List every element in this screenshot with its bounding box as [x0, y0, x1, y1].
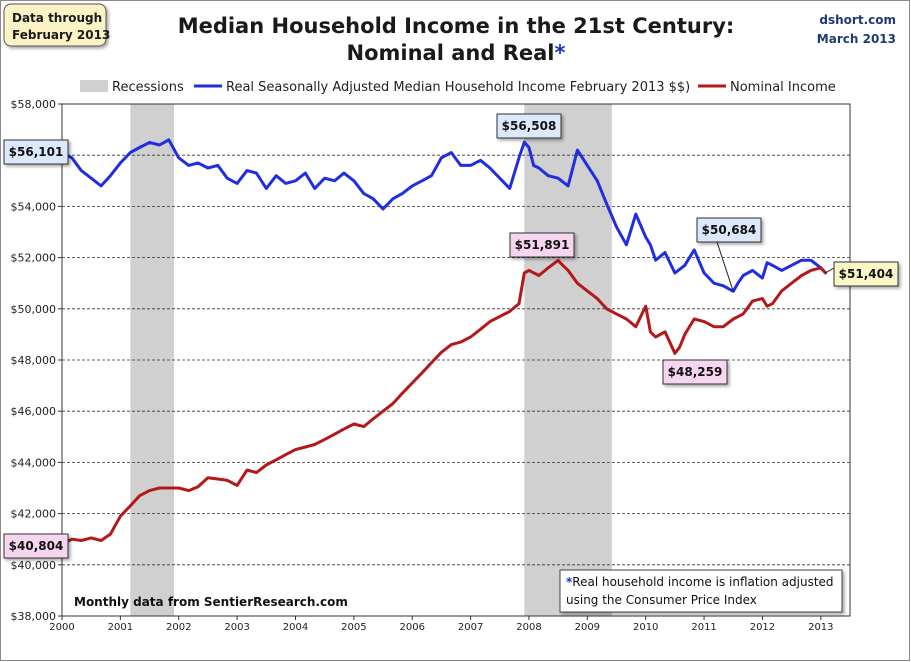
callout-2: $56,508	[496, 113, 562, 139]
source-note: Monthly data from SentierResearch.com	[74, 595, 348, 609]
footnote-star: *	[566, 575, 573, 589]
x-tick-label: 2011	[691, 622, 716, 633]
callout-leader	[825, 267, 835, 274]
chart-title-line2-text: Nominal and Real	[347, 41, 555, 65]
callout-label: $51,404	[839, 267, 894, 281]
callout-box	[696, 217, 762, 243]
callout-label: $51,891	[515, 238, 570, 252]
callout-4: $51,891	[509, 232, 575, 258]
callouts: $56,101 $56,508 $50,684 $51,891 $48,259 $40,8…	[3, 113, 899, 559]
callout-label: $56,508	[502, 119, 557, 133]
data-through-line1: Data through	[12, 11, 102, 25]
y-tick-label: $44,000	[11, 456, 57, 469]
callout-3: $50,684	[696, 217, 762, 292]
legend-real-label: Real Seasonally Adjusted Median Househol…	[226, 80, 690, 95]
footnote-line1-text: Real household income is inflation adjus…	[572, 575, 833, 589]
callout-box	[3, 139, 69, 165]
x-tick-label: 2003	[224, 622, 249, 633]
callout-5: $48,259	[662, 359, 728, 385]
callout-label: $50,684	[702, 223, 757, 237]
legend-recession-swatch	[80, 80, 108, 92]
footnote-box: *Real household income is inflation adju…	[559, 569, 843, 613]
callout-box	[833, 261, 899, 287]
footnote-line1: *Real household income is inflation adju…	[566, 575, 834, 589]
callout-leader	[716, 241, 734, 292]
callout-box	[3, 533, 69, 559]
y-tick-label: $54,000	[11, 200, 57, 213]
legend: Recessions Real Seasonally Adjusted Medi…	[80, 80, 836, 95]
x-tick-label: 2006	[399, 622, 424, 633]
data-through-line2: February 2013	[12, 28, 110, 42]
x-tick-label: 2000	[49, 622, 74, 633]
nominal-income-line	[60, 258, 827, 546]
x-tick-label: 2013	[808, 622, 833, 633]
callout-box	[496, 113, 562, 139]
y-tick-label: $50,000	[11, 303, 57, 316]
callout-1: $56,101	[3, 139, 69, 165]
callout-label: $40,804	[9, 539, 64, 553]
source-date: March 2013	[817, 32, 896, 46]
callout-7: $51,404	[825, 261, 899, 287]
y-tick-label: $46,000	[11, 405, 57, 418]
real-income-line	[60, 138, 827, 293]
plot-frame	[61, 103, 851, 617]
x-tick-label: 2004	[283, 622, 308, 633]
chart-title-line1: Median Household Income in the 21st Cent…	[178, 14, 735, 38]
callout-label: $48,259	[668, 365, 723, 379]
x-tick-label: 2009	[575, 622, 600, 633]
footnote-line2: using the Consumer Price Index	[566, 593, 757, 607]
x-tick-label: 2007	[458, 622, 483, 633]
footnote-frame	[559, 569, 843, 613]
chart-title-star: *	[554, 41, 565, 65]
callout-label: $56,101	[9, 145, 64, 159]
x-tick-label: 2005	[341, 622, 366, 633]
y-tick-label: $48,000	[11, 354, 57, 367]
data-through-box	[3, 3, 107, 47]
data-through-note: Data through February 2013	[3, 3, 110, 47]
legend-nominal-label: Nominal Income	[730, 80, 836, 95]
x-tick-label: 2001	[108, 622, 133, 633]
y-tick-label: $52,000	[11, 252, 57, 265]
y-tick-label: $42,000	[11, 508, 57, 521]
plot-area: $38,000 $40,000 $42,000 $44,000 $46,000 $48,0…	[11, 98, 851, 633]
y-tick-label: $58,000	[11, 98, 57, 111]
callout-6: $40,804	[3, 533, 69, 559]
y-tick-label: $40,000	[11, 559, 57, 572]
legend-recession-label: Recessions	[112, 80, 184, 95]
chart-title-line2: Nominal and Real*	[347, 41, 566, 65]
source-site: dshort.com	[819, 13, 896, 27]
y-tick-label: $38,000	[11, 610, 57, 623]
callout-box	[662, 359, 728, 385]
callout-box	[509, 232, 575, 258]
x-tick-label: 2008	[516, 622, 541, 633]
x-tick-label: 2002	[166, 622, 191, 633]
x-tick-label: 2012	[750, 622, 775, 633]
x-tick-label: 2010	[633, 622, 658, 633]
